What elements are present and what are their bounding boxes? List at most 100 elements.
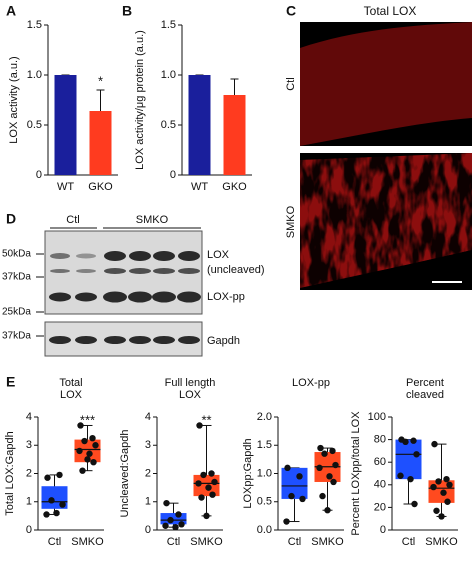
- y-axis-label: LOXpp:Gapdh: [242, 438, 254, 508]
- point: [319, 492, 326, 500]
- annotation: *: [98, 73, 103, 88]
- point: [198, 494, 205, 501]
- point: [76, 447, 83, 455]
- point: [43, 511, 50, 518]
- point: [162, 522, 169, 529]
- point: [211, 478, 218, 486]
- x-tick-label: SMKO: [71, 536, 104, 548]
- panel-letter: B: [122, 3, 132, 19]
- y-tick-label: 0: [26, 524, 32, 536]
- chart-title: Full length: [165, 377, 216, 389]
- y-tick-label: 2.0: [257, 411, 272, 423]
- x-tick-label: Ctl: [288, 536, 301, 548]
- point: [89, 434, 96, 442]
- point: [205, 484, 212, 491]
- x-tick-label: GKO: [88, 181, 113, 193]
- box: [395, 439, 422, 480]
- x-tick-label: WT: [191, 181, 208, 193]
- point: [316, 464, 323, 472]
- panel-letter: C: [286, 3, 296, 19]
- point: [296, 473, 303, 480]
- micrograph: [300, 153, 472, 290]
- point: [209, 491, 216, 498]
- y-tick-label: 0.5: [161, 119, 176, 131]
- point: [329, 447, 336, 455]
- blot: [44, 230, 203, 357]
- chart: 0 0.5 1.0 1.5 LOX activity/μg protein (a.u.)…: [134, 19, 252, 193]
- band-label: LOX-pp: [207, 291, 245, 303]
- point: [59, 501, 66, 508]
- chart: 0 0.5 1.0 1.5 LOX activity (a.u.) WT GKO *: [8, 19, 118, 193]
- point: [284, 464, 291, 472]
- chart: 0 1 2 3 4 Uncleaved:Gapdh Ctl SMKO Full lengthLO…: [119, 377, 223, 548]
- y-tick-label: 100: [368, 411, 386, 423]
- y-tick-label: 3: [26, 439, 32, 451]
- annotation: **: [201, 412, 211, 427]
- band-label: LOX: [207, 249, 230, 261]
- point: [397, 472, 404, 479]
- point: [446, 481, 453, 488]
- bar: [223, 95, 246, 175]
- y-tick-label: 1.5: [161, 19, 176, 31]
- y-tick-label: 0.5: [27, 119, 42, 131]
- row-label: Ctl: [285, 77, 297, 90]
- x-tick-label: SMKO: [425, 536, 458, 548]
- point: [90, 459, 97, 466]
- y-tick-label: 1.0: [27, 69, 42, 81]
- y-tick-label: 0: [145, 524, 151, 536]
- point: [299, 495, 306, 503]
- point: [200, 471, 207, 479]
- chart-title: LOX: [179, 389, 202, 401]
- point: [203, 512, 210, 520]
- point: [440, 489, 447, 496]
- y-tick-label: 1.0: [257, 467, 272, 479]
- point: [175, 511, 182, 518]
- point: [163, 499, 170, 507]
- point: [330, 478, 337, 486]
- bar: [188, 75, 211, 175]
- point: [56, 471, 63, 479]
- charts: 0 0.5 1.0 1.5 LOX activity (a.u.) WT GKO * 0 0.5 1…: [4, 19, 458, 548]
- point: [431, 440, 438, 448]
- point: [411, 500, 418, 508]
- x-tick-label: WT: [57, 181, 74, 193]
- point: [196, 422, 203, 429]
- y-tick-label: 60: [374, 456, 386, 468]
- marker-label: 37kDa: [2, 272, 31, 283]
- x-tick-label: GKO: [222, 181, 247, 193]
- y-tick-label: 40: [374, 479, 386, 491]
- point: [410, 437, 417, 444]
- y-axis-label: LOX activity (a.u.): [8, 56, 20, 143]
- band-label: Gapdh: [207, 335, 240, 347]
- point: [317, 444, 324, 452]
- point: [208, 470, 215, 477]
- point: [48, 497, 55, 504]
- y-tick-label: 1.0: [161, 69, 176, 81]
- y-tick-label: 1: [26, 496, 32, 508]
- point: [44, 474, 51, 481]
- point: [324, 507, 331, 514]
- y-tick-label: 2: [145, 467, 151, 479]
- marker-label: 50kDa: [2, 249, 31, 260]
- y-tick-label: 0: [170, 169, 176, 181]
- point: [79, 467, 86, 474]
- box: [281, 467, 308, 499]
- point: [433, 507, 440, 514]
- y-axis-label: Uncleaved:Gapdh: [119, 429, 131, 517]
- point: [288, 492, 295, 500]
- y-tick-label: 1.5: [27, 19, 42, 31]
- chart-title: Percent: [406, 377, 444, 389]
- y-tick-label: 2: [26, 467, 32, 479]
- point: [321, 450, 328, 457]
- point: [167, 516, 174, 524]
- point: [283, 518, 290, 525]
- row-label: SMKO: [285, 205, 297, 238]
- chart: 0 20 40 60 80 100 Percent LOXpp/total LOX Ctl SM…: [350, 377, 458, 548]
- point: [53, 509, 60, 517]
- y-tick-label: 0.5: [257, 496, 272, 508]
- chart-title: cleaved: [406, 389, 444, 401]
- y-tick-label: 0.0: [257, 524, 272, 536]
- point: [326, 473, 333, 480]
